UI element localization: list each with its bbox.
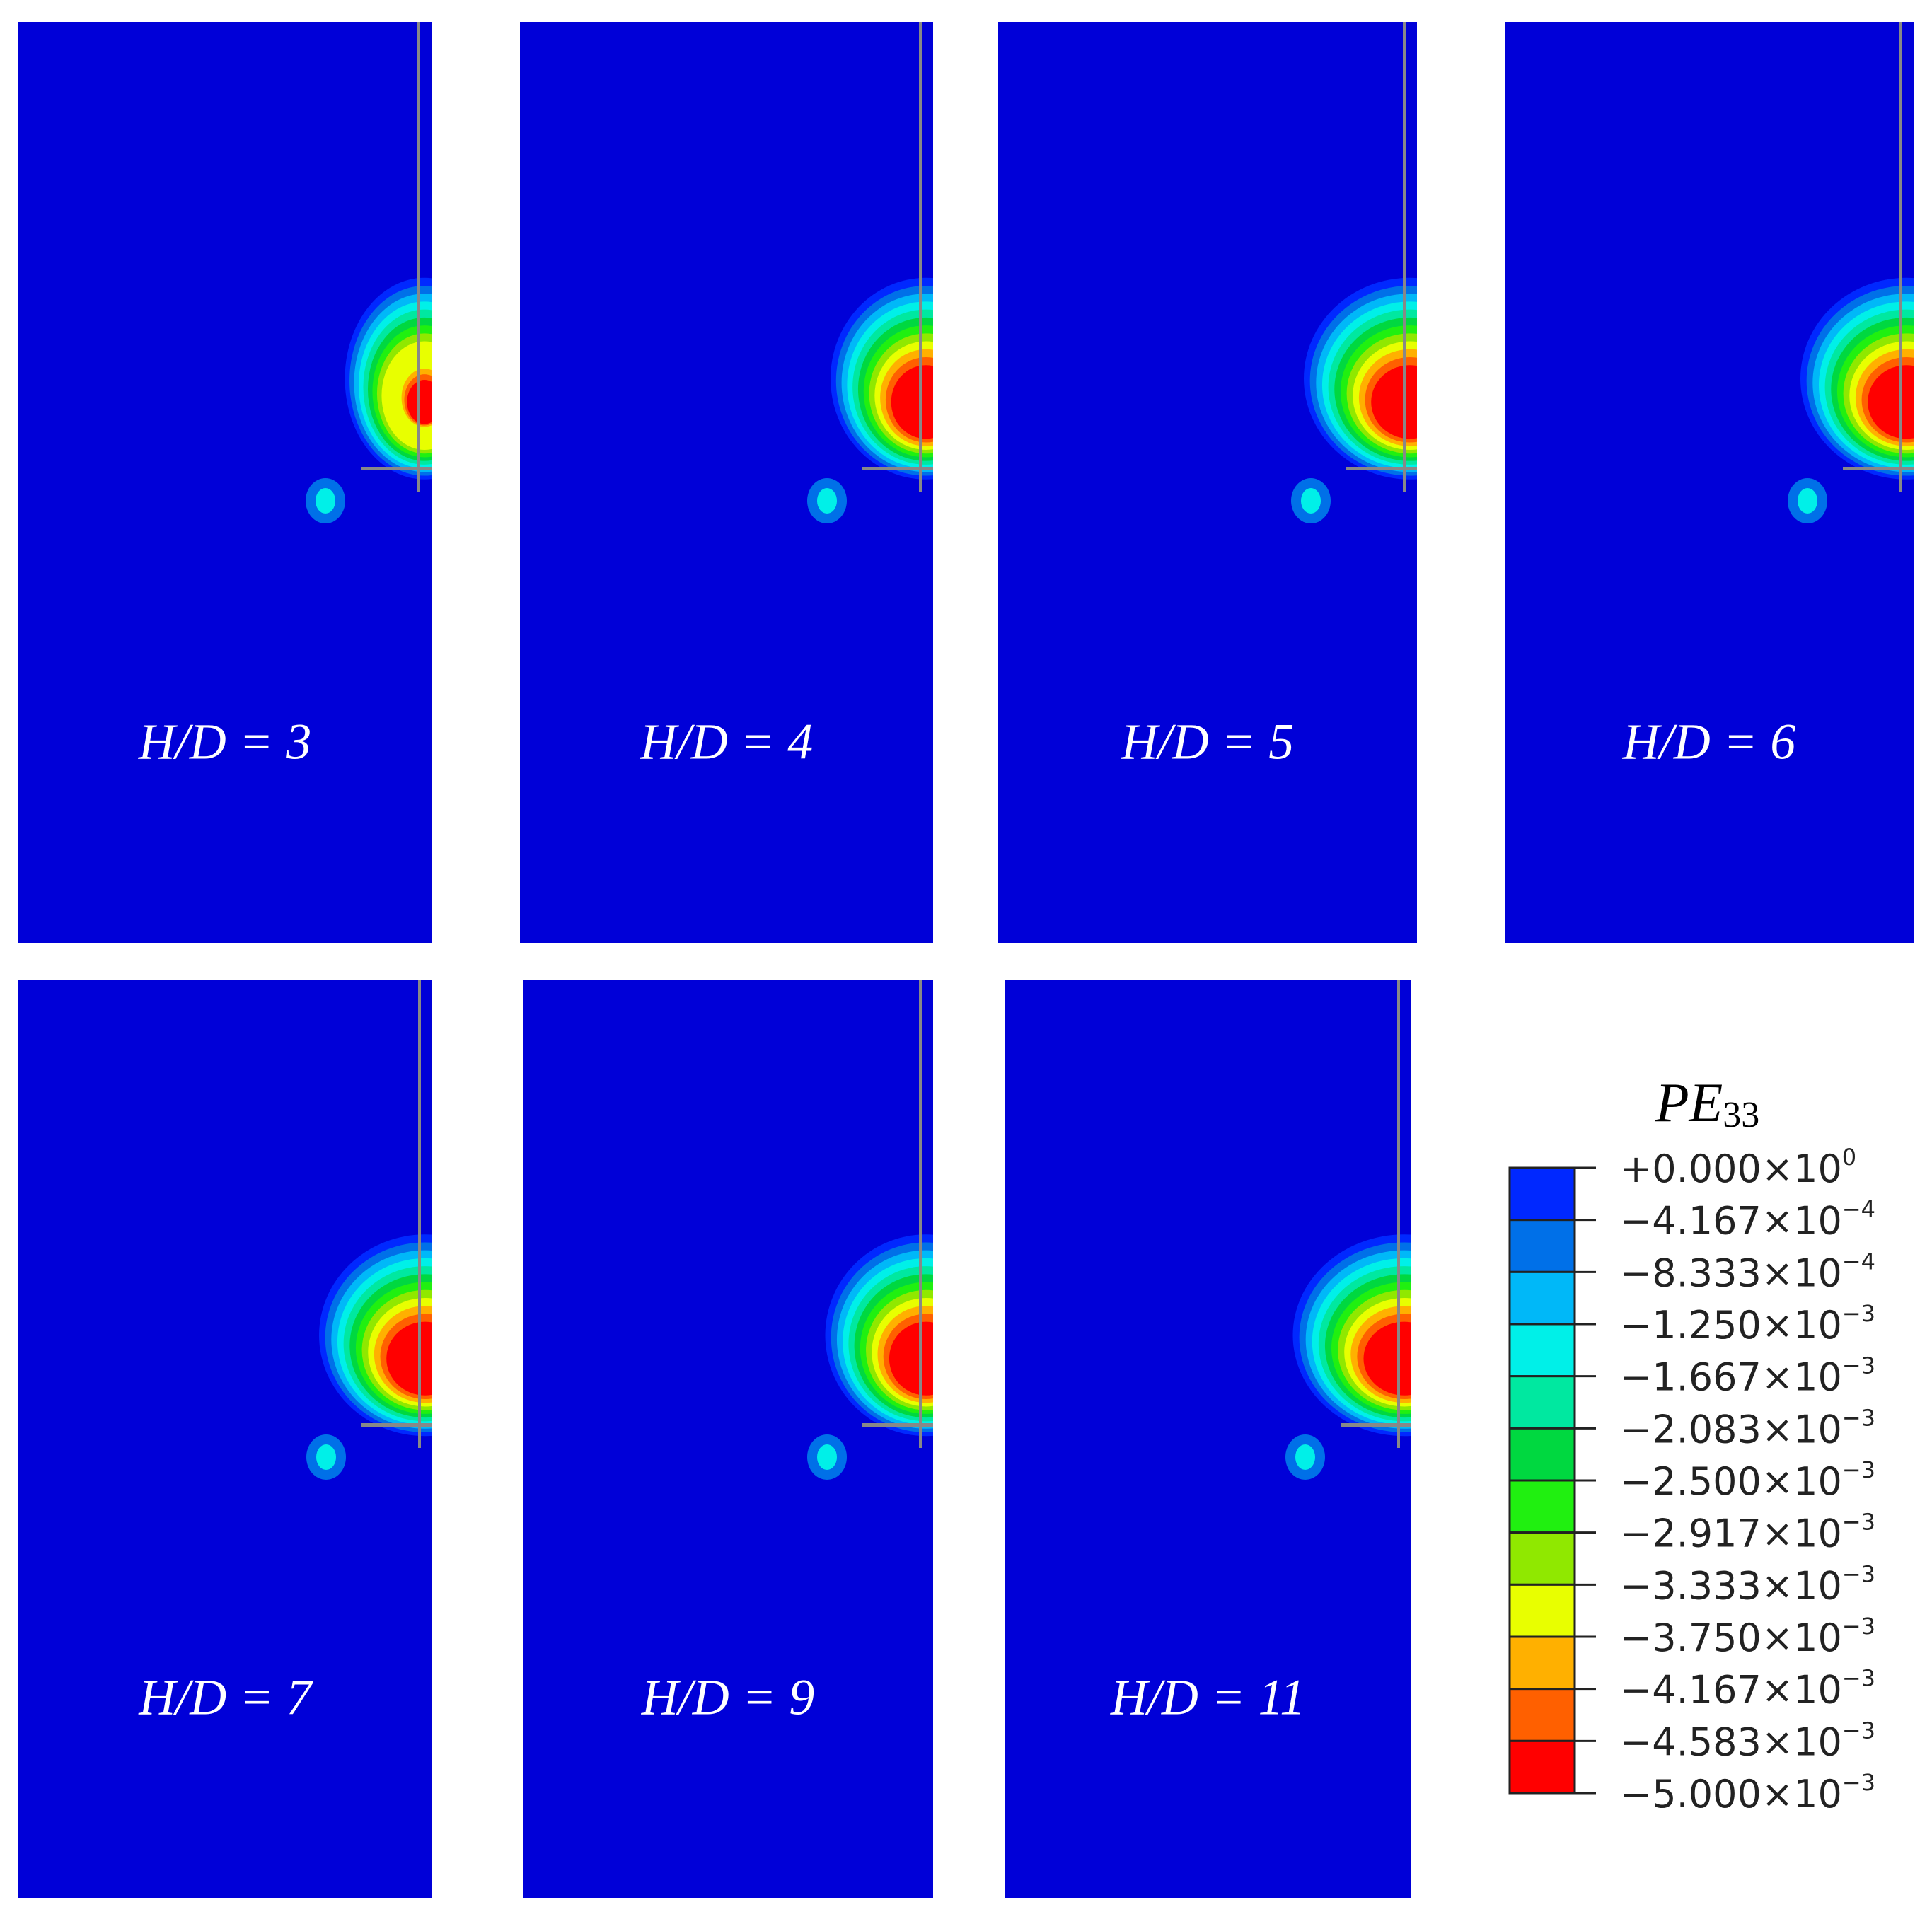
legend-base: −4.167×10: [1620, 1199, 1842, 1243]
contour: [1788, 22, 1914, 524]
blob: [1301, 488, 1321, 514]
legend-exponent: −3: [1842, 1769, 1875, 1796]
legend-base: −2.500×10: [1620, 1459, 1842, 1504]
panel-label: H/D = 4: [640, 714, 814, 770]
panel: [1005, 980, 1411, 1898]
panel-label: H/D = 3: [138, 714, 312, 770]
legend-base: −2.083×10: [1620, 1407, 1842, 1451]
legend-base: −4.167×10: [1620, 1668, 1842, 1712]
legend-exponent: −3: [1842, 1300, 1875, 1327]
legend-exponent: −4: [1842, 1248, 1875, 1275]
legend-band: [1508, 1739, 1576, 1795]
contour: [1291, 22, 1417, 524]
contour-band: [1363, 1321, 1411, 1396]
contour-band: [891, 365, 933, 439]
legend-label: −2.083×10−3: [1620, 1404, 1875, 1451]
legend-label: −4.167×10−3: [1620, 1665, 1875, 1712]
legend-band: [1508, 1323, 1576, 1378]
legend-base: −1.250×10: [1620, 1303, 1842, 1347]
legend-base: −4.583×10: [1620, 1720, 1842, 1764]
legend-exponent: −3: [1842, 1717, 1875, 1744]
legend-label: −3.333×10−3: [1620, 1560, 1875, 1608]
legend-band: [1508, 1531, 1576, 1586]
legend-base: −1.667×10: [1620, 1355, 1842, 1400]
blob: [316, 1444, 336, 1470]
legend-exponent: −4: [1842, 1196, 1875, 1223]
legend-symbol: PE: [1655, 1072, 1723, 1133]
blob: [1798, 488, 1817, 514]
panel: [523, 980, 933, 1898]
legend-band: [1508, 1219, 1576, 1273]
contour-band: [407, 380, 432, 424]
contour: [306, 980, 432, 1480]
legend-label: −8.333×10−4: [1620, 1248, 1875, 1295]
blob: [817, 488, 837, 514]
legend-band: [1508, 1270, 1576, 1326]
panel: [998, 22, 1417, 943]
legend-band: [1508, 1479, 1576, 1534]
legend-label: −5.000×10−3: [1620, 1769, 1875, 1816]
legend-label: −2.917×10−3: [1620, 1509, 1875, 1556]
legend-band: [1508, 1583, 1576, 1638]
legend-subscript: 33: [1723, 1095, 1759, 1135]
legend-base: −8.333×10: [1620, 1251, 1842, 1295]
contour-band: [889, 1321, 933, 1396]
legend-label: −3.750×10−3: [1620, 1613, 1875, 1660]
legend-exponent: −3: [1842, 1352, 1875, 1379]
legend-band: [1508, 1688, 1576, 1742]
legend-band: [1508, 1427, 1576, 1482]
legend-exponent: −3: [1842, 1665, 1875, 1692]
legend-band: [1508, 1635, 1576, 1691]
panel-label: H/D = 6: [1622, 714, 1796, 770]
panel-label: H/D = 5: [1121, 714, 1295, 770]
legend-label: −1.250×10−3: [1620, 1300, 1875, 1347]
legend-band: [1508, 1375, 1576, 1430]
panel-label: H/D = 7: [138, 1669, 314, 1725]
blob: [817, 1444, 837, 1470]
contour-band: [1371, 365, 1417, 439]
panel: [18, 980, 432, 1898]
legend-base: −3.750×10: [1620, 1616, 1842, 1660]
legend-exponent: −3: [1842, 1456, 1875, 1483]
legend-label: −4.167×10−4: [1620, 1196, 1875, 1243]
legend-base: −2.917×10: [1620, 1512, 1842, 1556]
legend-base: −3.333×10: [1620, 1563, 1842, 1608]
contour: [1285, 980, 1411, 1480]
legend-base: −5.000×10: [1620, 1772, 1842, 1816]
panel: [18, 22, 432, 943]
legend-band: [1508, 1166, 1576, 1222]
panel: [520, 22, 933, 943]
legend-exponent: −3: [1842, 1404, 1875, 1431]
blob: [316, 488, 335, 514]
legend-title: PE33: [1655, 1072, 1759, 1135]
contour: [807, 22, 933, 524]
legend-exponent: −3: [1842, 1509, 1875, 1536]
contour-band: [386, 1321, 432, 1396]
legend-label: −1.667×10−3: [1620, 1352, 1875, 1400]
contour: [306, 22, 432, 524]
legend-label: −4.583×10−3: [1620, 1717, 1875, 1764]
legend-exponent: 0: [1842, 1144, 1856, 1171]
blob: [1295, 1444, 1315, 1470]
legend-exponent: −3: [1842, 1613, 1875, 1640]
legend-base: +0.000×10: [1620, 1147, 1842, 1191]
contour: [807, 980, 933, 1480]
legend-exponent: −3: [1842, 1560, 1875, 1587]
panel-label: H/D = 11: [1110, 1669, 1305, 1725]
panel: [1505, 22, 1914, 943]
legend-label: −2.500×10−3: [1620, 1456, 1875, 1504]
panel-label: H/D = 9: [641, 1669, 815, 1725]
legend-label: +0.000×100: [1620, 1144, 1856, 1191]
